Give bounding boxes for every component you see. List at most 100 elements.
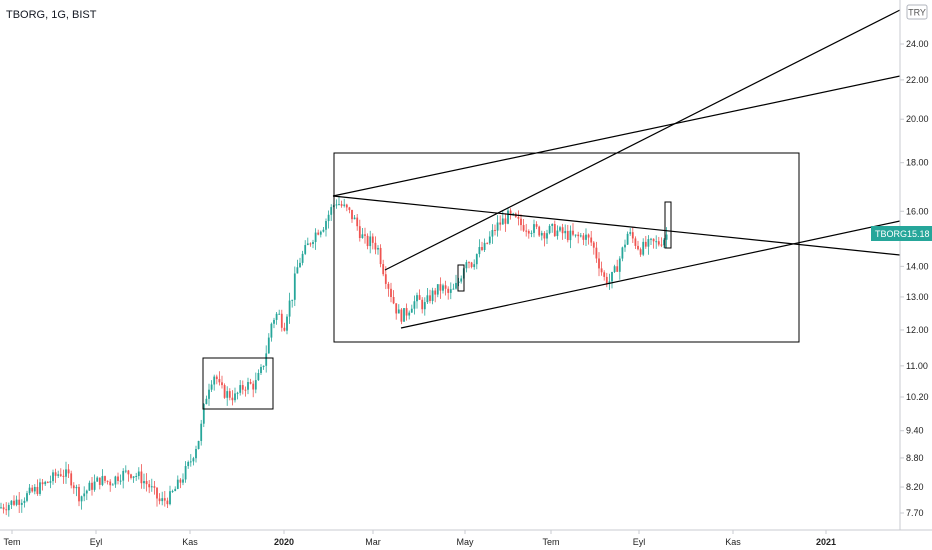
candle-body: [260, 367, 262, 374]
candle-body: [377, 247, 379, 250]
candle-body: [559, 227, 561, 231]
candle-body: [247, 382, 249, 390]
candle-body: [475, 254, 478, 265]
candle-body: [98, 477, 101, 485]
candle-body: [44, 481, 47, 485]
candle-body: [460, 278, 463, 282]
candle-body: [28, 487, 31, 494]
price-axis[interactable]: 7.70 8.20 8.80 9.40 10.20 11.00 12.00 13.00 14.0…: [900, 39, 929, 518]
trend-line-descending[interactable]: [332, 195, 901, 256]
candle-body: [525, 230, 528, 232]
time-tick-label: 2021: [816, 537, 836, 547]
candle-body: [124, 470, 127, 472]
candle-body: [548, 225, 551, 234]
candle-body: [340, 204, 343, 206]
candle-body: [236, 392, 239, 394]
candle-body: [395, 303, 398, 314]
candle-body: [330, 207, 333, 215]
candle-body: [275, 313, 278, 320]
drawing-rectangle-tiny-2[interactable]: [664, 201, 672, 249]
candles-layer: [0, 197, 668, 517]
price-tick-label: 16.00: [906, 206, 929, 216]
candle-body: [62, 475, 65, 477]
chart-pane[interactable]: [0, 0, 900, 530]
time-axis[interactable]: Tem Eyl Kas 2020 Mar May Tem Eyl Kas 2021: [3, 530, 836, 547]
candle-body: [174, 488, 177, 492]
currency-button[interactable]: TRY: [906, 4, 928, 20]
drawing-rectangle-tiny-1[interactable]: [457, 264, 465, 292]
trend-line-upper[interactable]: [332, 75, 901, 197]
candle-body: [382, 264, 385, 275]
candle-body: [566, 230, 569, 241]
candle-body: [104, 476, 106, 481]
time-tick-label: Kas: [725, 537, 741, 547]
candle-body: [590, 237, 593, 243]
candle-body: [540, 232, 543, 236]
candle-body: [351, 209, 353, 220]
candle-body: [426, 295, 429, 303]
drawing-rectangle-large[interactable]: [333, 152, 800, 343]
price-tick-label: 18.00: [906, 158, 929, 168]
candle-body: [613, 266, 616, 273]
time-tick-label: Tem: [3, 537, 20, 547]
candle-body: [504, 218, 507, 224]
time-tick-label: Eyl: [633, 537, 646, 547]
candle-body: [494, 229, 496, 231]
candle-body: [215, 376, 218, 380]
candle-body: [439, 284, 442, 291]
candle-body: [189, 461, 192, 463]
trend-line-steep[interactable]: [384, 9, 901, 271]
candle-body: [647, 239, 650, 247]
candle-body: [23, 500, 26, 503]
time-tick-label: 2020: [274, 537, 294, 547]
candle-body: [205, 398, 208, 405]
candle-body: [496, 222, 499, 231]
candle-body: [592, 242, 595, 248]
candle-body: [7, 504, 10, 511]
candle-body: [408, 312, 411, 316]
candle-body: [91, 482, 93, 490]
candle-body: [436, 284, 439, 295]
candle-body: [20, 502, 23, 505]
candle-body: [572, 230, 574, 235]
candle-body: [582, 235, 585, 240]
candle-body: [481, 247, 483, 250]
trend-line-support[interactable]: [400, 220, 901, 329]
candle-body: [153, 486, 156, 488]
candle-body: [390, 288, 392, 298]
candle-body: [634, 238, 637, 246]
candle-body: [59, 474, 62, 476]
candle-body: [132, 476, 135, 478]
candle-body: [418, 295, 421, 300]
candle-body: [319, 231, 322, 235]
candle-body: [486, 242, 489, 244]
candle-body: [345, 204, 348, 208]
candle-body: [325, 221, 327, 230]
time-tick-label: May: [456, 537, 474, 547]
candle-body: [283, 327, 286, 331]
candle-body: [57, 474, 60, 476]
candle-body: [499, 222, 502, 225]
candle-body: [444, 285, 447, 289]
drawing-rectangle-small[interactable]: [202, 357, 274, 410]
candle-body: [416, 295, 418, 302]
candle-body: [223, 385, 226, 398]
candle-body: [0, 507, 2, 509]
candle-body: [455, 282, 457, 289]
candle-body: [314, 232, 317, 243]
candle-body: [655, 241, 658, 243]
candle-body: [577, 234, 580, 237]
candle-body: [605, 276, 608, 284]
candle-body: [509, 210, 512, 215]
candle-body: [616, 266, 619, 272]
price-tick-label: 12.00: [906, 325, 929, 335]
candle-body: [26, 493, 28, 501]
candle-body: [598, 258, 600, 269]
candle-body: [114, 476, 117, 485]
time-tick-label: Eyl: [90, 537, 103, 547]
candle-body: [39, 482, 41, 494]
candle-body: [491, 229, 494, 237]
candle-body: [46, 481, 49, 483]
candle-body: [356, 217, 359, 227]
